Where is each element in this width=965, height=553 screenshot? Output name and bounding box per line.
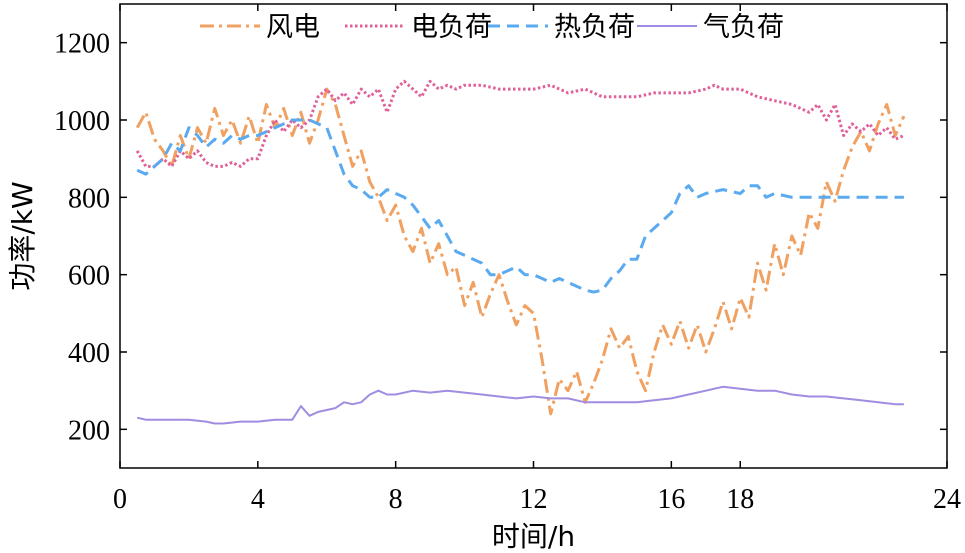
series-layer	[135, 79, 906, 425]
legend-label-2: 热负荷	[554, 12, 635, 43]
x-tick-label: 18	[726, 484, 754, 515]
series-line-2	[136, 118, 904, 294]
x-tick-label: 0	[113, 484, 127, 515]
x-tick-label: 12	[520, 484, 548, 515]
y-tick-label: 1200	[54, 29, 110, 60]
y-tick-label: 200	[68, 415, 110, 446]
legend: 风电 电负荷 热负荷 气负荷	[200, 12, 784, 43]
y-tick-label: 1000	[54, 106, 110, 137]
x-tick-label: 16	[657, 484, 685, 515]
y-axis-title: 功率/kW	[6, 181, 39, 290]
legend-label-1: 电负荷	[411, 12, 492, 43]
legend-label-3: 气负荷	[703, 12, 784, 43]
x-tick-label: 4	[251, 484, 265, 515]
axis-ticks: 0 4 8 12 16 18 24 200 400 600 800 1000 1200	[54, 4, 961, 515]
x-tick-label: 8	[389, 484, 403, 515]
x-tick-label: 24	[933, 484, 961, 515]
plot-frame	[119, 3, 948, 469]
series-line-0	[135, 87, 906, 416]
y-tick-label: 800	[68, 183, 110, 214]
legend-label-0: 风电	[266, 12, 320, 43]
y-tick-label: 400	[68, 338, 110, 369]
x-axis-title: 时间/h	[492, 520, 575, 553]
series-line-3	[136, 385, 904, 425]
y-tick-label: 600	[68, 261, 110, 292]
